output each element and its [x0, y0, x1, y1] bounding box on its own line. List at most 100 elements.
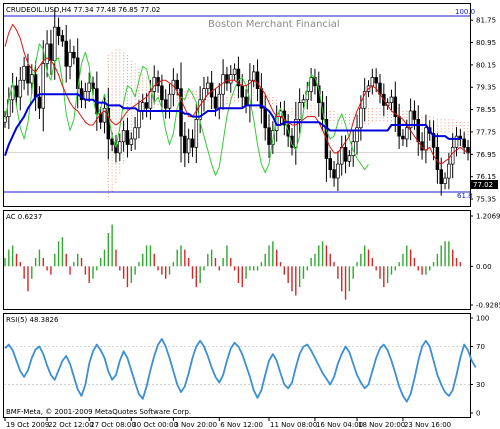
candle-body — [439, 169, 443, 184]
candle-body — [328, 158, 332, 171]
candle-body — [244, 96, 248, 106]
candle-body — [118, 141, 122, 154]
candle-body — [424, 127, 428, 151]
candle-body — [393, 96, 398, 117]
rsi-pane-frame — [3, 313, 471, 418]
candle-body — [431, 132, 436, 148]
price-tick-label: 80.15 — [476, 61, 496, 69]
price-header: CRUDEOIL.USD,H4 77.34 77.48 76.85 77.02 — [6, 6, 160, 14]
candle-body — [458, 135, 463, 140]
candle-body — [163, 99, 168, 109]
candle-body — [370, 77, 375, 87]
rsi-tick-label: 0 — [476, 410, 480, 418]
time-tick-label: 22 Oct 12:00 — [48, 421, 94, 429]
candle-body — [183, 135, 187, 154]
candle-body — [37, 96, 42, 109]
price-pane-frame — [3, 3, 471, 207]
candle-body — [347, 155, 352, 162]
candle-body — [156, 77, 160, 87]
candle-body — [362, 91, 367, 109]
candle-body — [68, 51, 72, 67]
candle-body — [213, 96, 218, 109]
candle-body — [466, 146, 470, 154]
ac-tick-label: 1.2069 — [476, 213, 500, 221]
candle-body — [339, 146, 344, 165]
candle-body — [263, 107, 267, 129]
candle-body — [129, 138, 134, 145]
ac-axis: 1.2069 0.00 -0.9285 — [470, 213, 500, 310]
candle-body — [198, 99, 202, 120]
time-tick-label: 6 Nov 12:00 — [220, 421, 263, 429]
candle-body — [41, 63, 46, 109]
candle-body — [125, 130, 130, 145]
rsi-tick-label: 70 — [476, 343, 485, 351]
candle-body — [64, 40, 68, 67]
candle-body — [450, 146, 455, 165]
candle-body — [336, 163, 340, 179]
candle-body — [251, 71, 256, 81]
candle-body — [355, 127, 359, 143]
candle-body — [52, 26, 57, 62]
candle-body — [412, 110, 417, 120]
indicator-lines — [4, 23, 469, 176]
candle-body — [121, 130, 126, 143]
time-tick-label: 3 Nov 20:00 — [174, 421, 217, 429]
candle-body — [167, 93, 172, 109]
candle-body — [294, 119, 298, 148]
candle-body — [72, 51, 76, 59]
candle-body — [148, 91, 153, 109]
candle-body — [401, 135, 405, 140]
candle-body — [397, 116, 401, 137]
candle-body — [454, 135, 459, 148]
ac-tick-label: 0.00 — [476, 263, 492, 271]
candle-body — [236, 68, 241, 87]
candle-body — [194, 119, 199, 148]
candle-body — [343, 146, 348, 162]
candle-body — [18, 79, 23, 98]
time-tick-label: 11 Nov 08:00 — [270, 421, 317, 429]
rsi-pane: RSI(5) 48.3826 100 70 30 0 BMF-Meta, © 2001… — [3, 313, 489, 418]
candle-body — [45, 43, 49, 64]
candle-body — [217, 93, 222, 109]
candle-body — [443, 177, 447, 184]
price-tick-label: 75.35 — [476, 196, 496, 204]
candle-body — [297, 102, 302, 120]
time-tick-label: 23 Nov 16:00 — [404, 421, 451, 429]
candle-body — [160, 85, 164, 101]
candle-body — [255, 71, 260, 89]
candle-body — [290, 135, 294, 148]
candle-body — [309, 77, 313, 92]
copyright: BMF-Meta, © 2001-2009 MetaQuotes Softwar… — [6, 408, 191, 416]
candle-body — [133, 127, 137, 140]
price-tick-label: 80.95 — [476, 39, 496, 47]
fib-level-61-label: 61.8 — [457, 192, 473, 200]
candle-body — [137, 110, 141, 129]
candle-body — [79, 88, 84, 101]
candle-body — [14, 85, 19, 98]
fib-level-100-label: 100.0 — [455, 8, 475, 16]
time-tick-label: 19 Oct 2009 — [6, 421, 49, 429]
price-tick-label: 81.75 — [476, 17, 496, 25]
candle-body — [389, 96, 394, 103]
candle-body — [359, 107, 363, 129]
time-tick-label: 16 Nov 04:00 — [316, 421, 363, 429]
price-tick-label: 78.55 — [476, 106, 496, 114]
candle-body — [56, 26, 61, 36]
candle-body — [175, 79, 179, 89]
candle-body — [87, 82, 91, 92]
current-price-label: 77.02 — [473, 181, 493, 189]
candle-body — [240, 85, 244, 98]
candle-body — [232, 68, 237, 76]
candle-body — [49, 43, 53, 62]
price-pane: CRUDEOIL.USD,H4 77.34 77.48 76.85 77.02 … — [3, 3, 498, 207]
candle-body — [102, 107, 107, 123]
candle-body — [186, 138, 191, 154]
ac-title: AC 0.6237 — [6, 213, 42, 221]
price-axis: 81.75 80.95 80.15 79.35 78.55 77.75 76.95 76.15… — [470, 17, 496, 204]
candle-body — [408, 110, 413, 129]
candle-body — [405, 127, 409, 140]
candle-body — [229, 74, 233, 84]
price-tick-label: 79.35 — [476, 84, 496, 92]
